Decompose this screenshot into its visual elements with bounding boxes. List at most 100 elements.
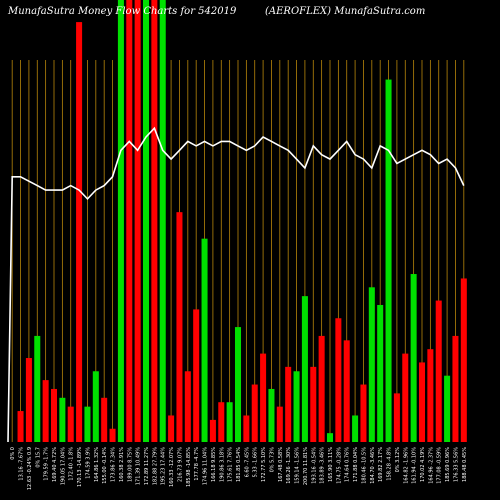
- x-tick-label: 169.82 2.17%: [378, 447, 384, 482]
- bar: [109, 428, 116, 442]
- bar: [452, 335, 459, 442]
- x-tick-label: 167.48 0.58%: [278, 447, 284, 482]
- bar: [117, 0, 124, 442]
- x-tick-label: 171.39 10.49%: [136, 447, 142, 485]
- x-tick-label: 164.86 1.32%: [94, 447, 100, 482]
- x-tick-label: 159.14 -1.56%: [295, 447, 301, 484]
- bar: [260, 353, 267, 442]
- x-tick-label: 165.90 3.11%: [328, 447, 334, 482]
- x-tick-label: 155.00 -0.14%: [102, 447, 108, 484]
- x-tick-label: 190.86 3.18%: [219, 447, 225, 482]
- bar: [326, 433, 334, 442]
- bar: [34, 335, 41, 442]
- x-tick-label: 171.88 0.04%: [353, 447, 359, 482]
- x-tick-label: 164.96 -2.37%: [428, 447, 434, 484]
- bar: [226, 402, 233, 442]
- bar: [76, 22, 83, 442]
- bar: [84, 406, 91, 442]
- bar: [393, 393, 400, 442]
- x-tick-label: 176.33 5.56%: [453, 447, 459, 482]
- bar: [444, 375, 451, 442]
- bar: [310, 366, 317, 442]
- bar: [418, 362, 426, 442]
- bar: [427, 349, 434, 442]
- chart-title-right: (AEROFLEX) MunafaSutra.com: [265, 6, 426, 17]
- bar: [101, 397, 108, 442]
- x-tick-label: 0% 5.73%: [269, 447, 275, 473]
- x-tick-label: 172.89 11.27%: [144, 447, 150, 485]
- bar: [268, 388, 275, 442]
- bar: [17, 411, 24, 442]
- x-tick-label: 6.60 -7.45%: [244, 447, 250, 478]
- bar: [402, 353, 409, 442]
- bar: [42, 380, 49, 442]
- x-tick-label: 169.26 -1.30%: [286, 447, 292, 484]
- bar: [168, 415, 175, 442]
- x-tick-label: 164.82 -1.96%: [403, 447, 409, 484]
- x-tick-label: 185.98 -14.85%: [186, 447, 192, 487]
- x-tick-label: 0% 15.7: [35, 447, 41, 468]
- bar: [59, 397, 66, 442]
- bar: [142, 0, 150, 442]
- x-tick-label: 175.61 7.76%: [228, 447, 234, 482]
- bar: [335, 318, 342, 442]
- bar: [410, 274, 417, 442]
- bar: [159, 0, 166, 442]
- bar: [134, 0, 141, 442]
- bar: [92, 371, 99, 442]
- x-tick-label: 173.86 7.34%: [111, 447, 117, 482]
- bar: [360, 384, 367, 442]
- x-tick-label: 158.28 -4.8%: [387, 447, 393, 481]
- x-tick-label: 172.77 5.10%: [261, 447, 267, 482]
- x-tick-label: 190.05 17.04%: [60, 447, 66, 485]
- x-tick-label: 174.64 0.76%: [345, 447, 351, 482]
- x-tick-label: 172.40 -1.8%: [69, 447, 75, 481]
- x-tick-label: 166.18 9.85%: [211, 447, 217, 482]
- bar: [460, 278, 467, 442]
- chart-title-left: MunafaSutra Money Flow Charts for 542019: [8, 6, 237, 17]
- bar: [352, 415, 359, 442]
- bar: [368, 287, 375, 442]
- bar: [243, 415, 250, 442]
- x-tick-label: 170.13 -14.89%: [77, 447, 83, 487]
- bar: [377, 304, 384, 442]
- bar: [343, 340, 350, 442]
- x-tick-label: 181.85 0.54%: [236, 447, 242, 482]
- bar: [251, 384, 258, 442]
- bar: [25, 358, 32, 442]
- bar: [193, 309, 200, 442]
- x-tick-label: 177.08 -0.59%: [437, 447, 443, 484]
- x-tick-label: 12.63 -0.24% 0.9: [27, 447, 33, 490]
- bar: [218, 402, 225, 442]
- x-tick-label: 170.02 4.19%: [420, 447, 426, 482]
- x-tick-label: 180.46 -10.5%: [361, 447, 367, 484]
- bar: [234, 327, 242, 442]
- x-tick-label: 0% 0: [10, 447, 16, 460]
- x-tick-label: 185.69 0.96%: [445, 447, 451, 482]
- x-tick-label: 189.00 8.75%: [127, 447, 133, 482]
- bar: [209, 419, 216, 442]
- money-flow-line: [7, 126, 465, 443]
- bar: [67, 406, 74, 442]
- bar: [285, 366, 292, 442]
- bar: [435, 300, 442, 442]
- x-tick-label: 195.23 17.44%: [161, 447, 167, 485]
- x-tick-label: 184.70 -3.46%: [370, 447, 376, 484]
- x-tick-label: 160.33 -12.07%: [169, 447, 175, 487]
- bar: [276, 406, 283, 442]
- x-tick-label: 0% 3.12%: [395, 447, 401, 473]
- x-tick-label: 179.59 -1.7%: [44, 447, 50, 481]
- bar: [176, 212, 183, 442]
- bar: [151, 0, 158, 442]
- bar: [318, 335, 325, 442]
- bar: [184, 371, 191, 442]
- x-tick-label: 161.94 -0.10%: [412, 447, 418, 484]
- x-tick-label: 177.78 -4.7%: [194, 447, 200, 481]
- x-tick-label: 216.73 9.07%: [177, 447, 183, 482]
- x-tick-label: 188.48 0.45%: [462, 447, 468, 482]
- x-tick-label: 174.59 3.9%: [85, 447, 91, 479]
- x-tick-label: 160.38 2.91%: [119, 447, 125, 482]
- bar: [293, 371, 300, 442]
- x-tick-label: 13.16 -7.67%: [19, 447, 25, 481]
